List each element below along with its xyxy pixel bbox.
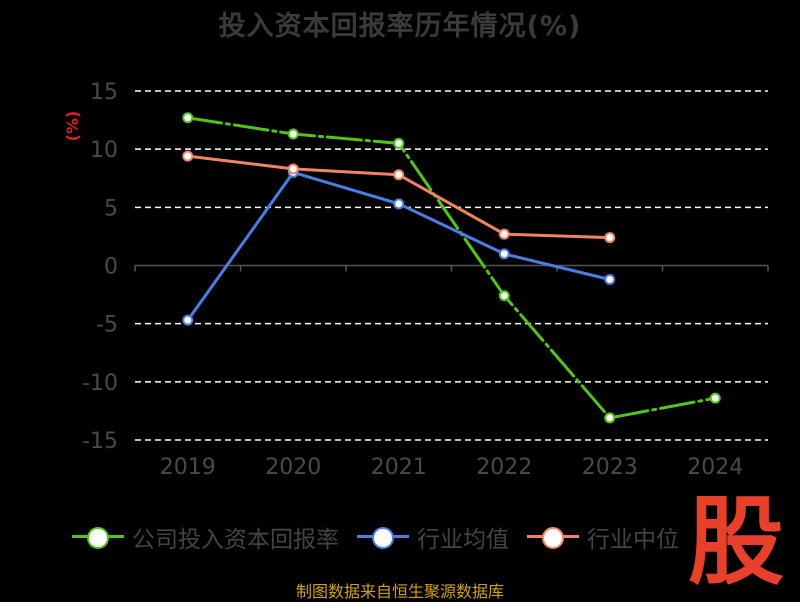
chart-legend: 公司投入资本回报率 行业均值 行业中位 [72,520,697,554]
brand-logo: 股 [688,492,784,592]
data-point-series-0 [498,290,510,302]
legend-marker-industry-mean [357,527,409,549]
data-point-series-0 [604,412,616,424]
y-tick-label: -15 [82,429,118,454]
series-line-1 [186,170,612,322]
data-point-series-0 [182,112,194,124]
x-tick-label: 2022 [476,455,532,480]
x-tick-label: 2024 [687,455,743,480]
series-line-2 [186,154,612,240]
data-point-series-2 [287,163,299,175]
data-point-series-2 [604,232,616,244]
legend-label-industry-mean: 行业均值 [417,527,509,553]
legend-label-company: 公司投入资本回报率 [132,527,339,553]
legend-item-company[interactable]: 公司投入资本回报率 [72,520,339,554]
data-point-series-0 [709,392,721,404]
y-tick-label: 10 [90,138,118,163]
legend-item-industry-mean[interactable]: 行业均值 [357,520,509,554]
series-line-0 [186,116,717,420]
data-point-series-1 [604,273,616,285]
data-point-series-1 [182,314,194,326]
legend-item-industry-median[interactable]: 行业中位 [527,520,679,554]
y-tick-label: 0 [104,255,118,280]
data-point-series-1 [393,198,405,210]
y-axis-label: (%) [63,111,82,142]
data-point-series-2 [182,150,194,162]
y-tick-label: 15 [90,80,118,105]
y-tick-label: -10 [82,371,118,396]
data-point-series-0 [287,128,299,140]
data-point-series-0 [393,137,405,149]
x-tick-label: 2023 [582,455,638,480]
source-note: 制图数据来自恒生聚源数据库 [295,582,504,601]
chart-title: 投入资本回报率历年情况(%) [218,11,582,42]
legend-marker-company [72,527,124,549]
y-tick-label: 5 [104,196,118,221]
legend-marker-industry-median [527,527,579,549]
data-point-series-2 [393,169,405,181]
x-tick-label: 2019 [160,455,216,480]
y-tick-label: -5 [96,313,118,338]
data-point-series-1 [498,248,510,260]
x-tick-label: 2020 [265,455,321,480]
legend-label-industry-median: 行业中位 [587,527,679,553]
x-tick-label: 2021 [371,455,427,480]
data-point-series-2 [498,228,510,240]
